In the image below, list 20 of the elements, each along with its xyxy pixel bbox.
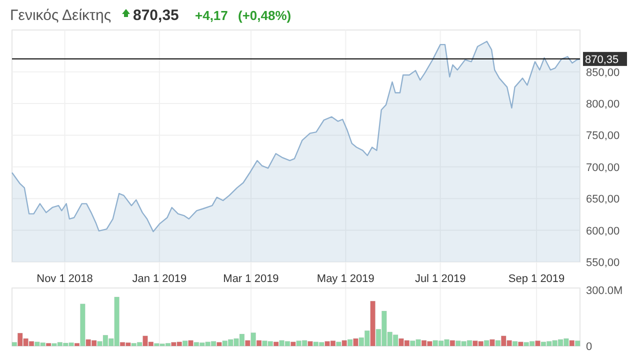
x-tick-label: Sep 1 2019 [508,273,565,285]
y-tick-label: 750,00 [586,130,620,142]
y-tick-label: 550,00 [586,257,620,269]
text: 870,35 [133,7,179,24]
text: (+0,48%) [238,8,292,23]
text: +4,17 [195,8,228,23]
y-tick-label: 0 [586,341,592,353]
x-tick-label: Mar 1 2019 [223,273,279,285]
y-tick-label: 800,00 [586,98,620,111]
ref-line-label: 870,35 [585,54,619,66]
y-tick-label: 600,00 [586,225,620,238]
y-tick-label: 300.0M [586,284,623,297]
x-tick-label: Nov 1 2018 [36,273,93,285]
x-tick-label: May 1 2019 [316,273,374,285]
chart-title: Γενικός Δείκτης [10,7,112,24]
y-tick-label: 850,00 [586,66,620,79]
y-tick-label: 700,00 [586,162,620,174]
x-tick-label: Jul 1 2019 [414,273,466,285]
x-tick-label: Jan 1 2019 [132,273,187,285]
y-tick-label: 650,00 [586,194,620,206]
